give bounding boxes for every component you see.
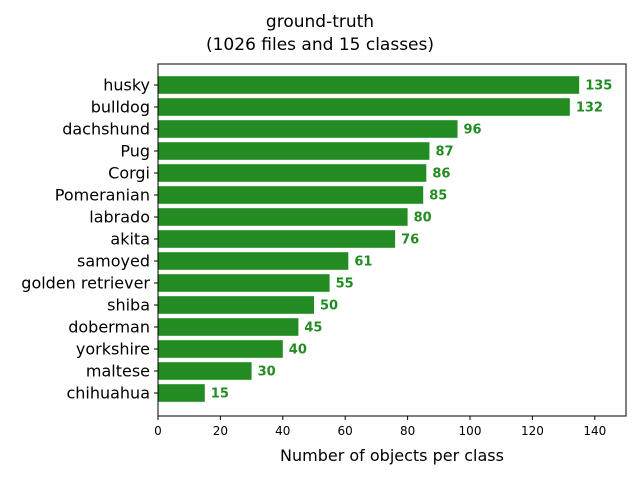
data-label-yorkshire: 40 <box>289 343 307 358</box>
category-label-labrado: labrado <box>89 208 150 227</box>
x-axis: 0 20 40 60 80 100 120 140 <box>154 416 606 438</box>
bar-pomeranian <box>158 186 424 204</box>
category-label-pug: Pug <box>120 142 150 161</box>
x-tick-label-0: 0 <box>154 424 162 438</box>
data-label-corgi: 86 <box>432 167 450 182</box>
data-label-labrado: 80 <box>414 211 432 226</box>
category-label-pomeranian: Pomeranian <box>55 186 150 205</box>
x-tick-label-60: 60 <box>338 424 353 438</box>
data-label-husky: 135 <box>585 79 612 94</box>
category-label-husky: husky <box>103 76 150 95</box>
bar-labrado <box>158 208 408 226</box>
category-label-corgi: Corgi <box>108 164 150 183</box>
category-label-samoyed: samoyed <box>77 252 150 271</box>
category-label-chihuahua: chihuahua <box>66 384 150 403</box>
x-tick-label-80: 80 <box>400 424 415 438</box>
data-label-golden-retriever: 55 <box>336 277 354 292</box>
data-label-pomeranian: 85 <box>429 189 447 204</box>
category-label-dachshund: dachshund <box>62 120 150 139</box>
plot-frame <box>157 63 627 417</box>
category-label-golden-retriever: golden retriever <box>21 274 150 293</box>
bar-bulldog <box>158 98 570 116</box>
category-label-maltese: maltese <box>86 362 150 381</box>
bar-chihuahua <box>158 384 205 402</box>
bar-samoyed <box>158 252 349 270</box>
bar-pug <box>158 142 430 160</box>
data-label-akita: 76 <box>401 233 419 248</box>
data-label-dachshund: 96 <box>464 123 482 138</box>
data-label-doberman: 45 <box>304 321 322 336</box>
data-label-pug: 87 <box>435 145 453 160</box>
bar-yorkshire <box>158 340 283 358</box>
data-label-maltese: 30 <box>258 365 276 380</box>
x-axis-label: Number of objects per class <box>280 446 504 465</box>
chart-subtitle: (1026 files and 15 classes) <box>205 35 435 55</box>
bar-shiba <box>158 296 314 314</box>
bar-maltese <box>158 362 252 380</box>
category-label-yorkshire: yorkshire <box>76 340 150 359</box>
category-label-shiba: shiba <box>107 296 150 315</box>
x-tick-label-140: 140 <box>583 424 606 438</box>
x-tick-label-100: 100 <box>459 424 482 438</box>
category-label-doberman: doberman <box>68 318 150 337</box>
data-label-bulldog: 132 <box>576 101 603 116</box>
category-labels: husky bulldog dachshund Pug Corgi Pomeranian l… <box>21 76 158 403</box>
chart-title: ground-truth <box>265 12 375 32</box>
bar-corgi <box>158 164 427 182</box>
data-label-shiba: 50 <box>320 299 338 314</box>
category-label-akita: akita <box>110 230 150 249</box>
bar-golden-retriever <box>158 274 330 292</box>
bar-akita <box>158 230 396 248</box>
x-tick-label-120: 120 <box>521 424 544 438</box>
category-label-bulldog: bulldog <box>91 98 150 117</box>
bar-doberman <box>158 318 299 336</box>
data-label-samoyed: 61 <box>354 255 372 270</box>
x-tick-label-40: 40 <box>275 424 290 438</box>
bar-dachshund <box>158 120 458 138</box>
data-label-chihuahua: 15 <box>211 387 229 402</box>
x-tick-label-20: 20 <box>213 424 228 438</box>
bars-group <box>158 76 580 402</box>
bar-husky <box>158 76 580 94</box>
